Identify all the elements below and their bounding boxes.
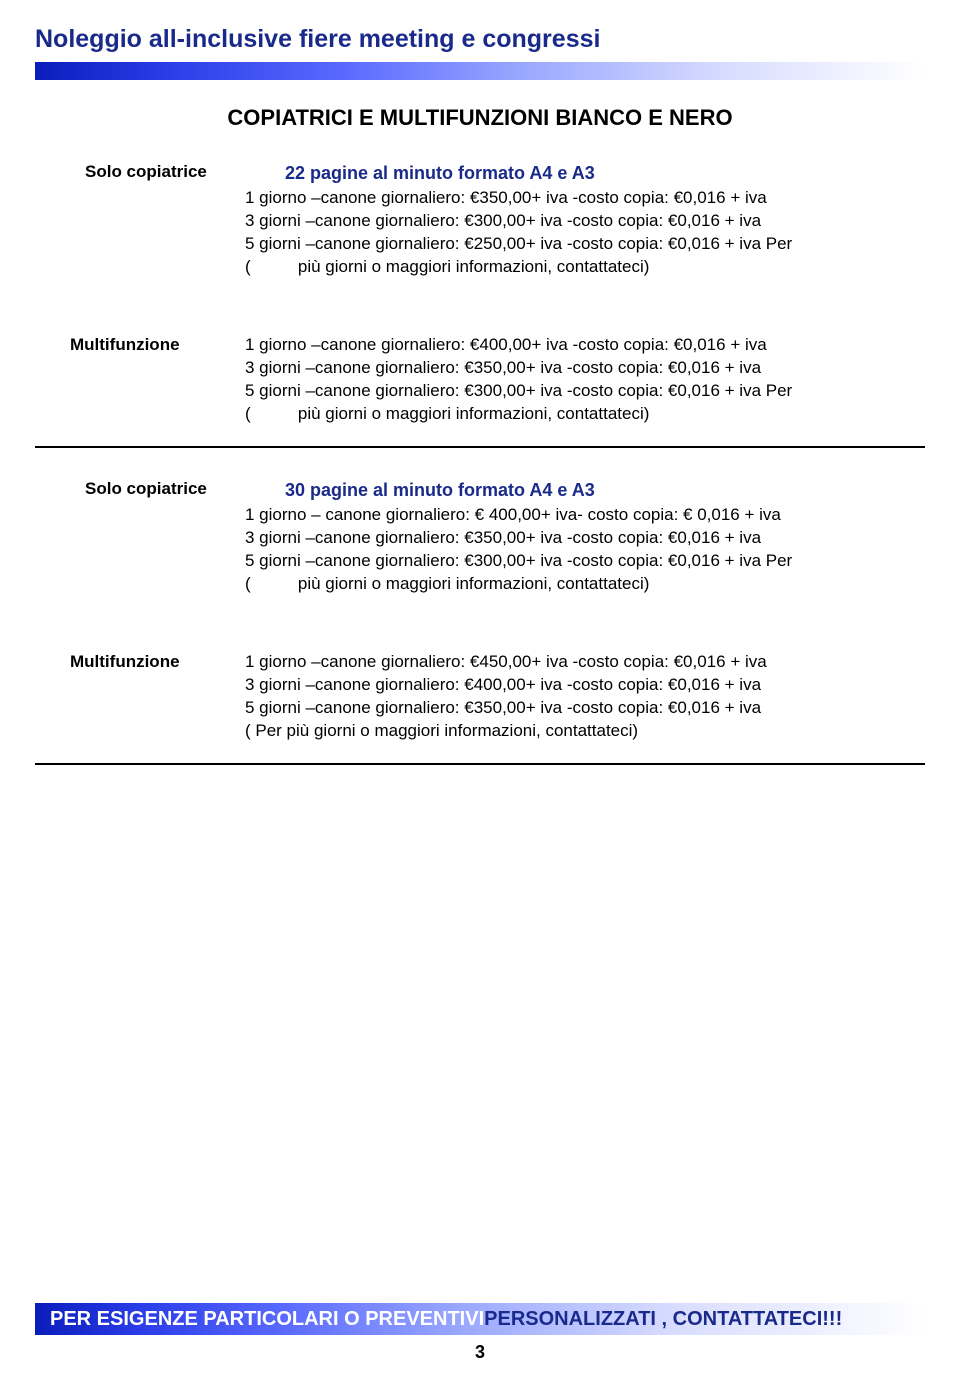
- footer-text-blue: PERSONALIZZATI , CONTATTATECI!!!: [484, 1308, 842, 1331]
- price-line: 1 giorno – canone giornaliero: € 400,00+…: [245, 504, 925, 527]
- page-title: Noleggio all-inclusive fiere meeting e c…: [35, 25, 925, 54]
- price-line: ( Per più giorni o maggiori informazioni…: [245, 720, 925, 743]
- footer-gradient-bar: PER ESIGENZE PARTICOLARI O PREVENTIVI PE…: [35, 1303, 925, 1335]
- price-line: ( più giorni o maggiori informazioni, co…: [245, 256, 925, 279]
- price-block-22-multifunzione: Multifunzione 1 giorno –canone giornalie…: [35, 334, 925, 426]
- price-line: 5 giorni –canone giornaliero: €350,00+ i…: [245, 697, 925, 720]
- price-line: 3 giorni –canone giornaliero: €300,00+ i…: [245, 210, 925, 233]
- format-heading: 22 pagine al minuto formato A4 e A3: [285, 161, 925, 185]
- price-line: 1 giorno –canone giornaliero: €350,00+ i…: [245, 187, 925, 210]
- price-line: 3 giorni –canone giornaliero: €400,00+ i…: [245, 674, 925, 697]
- price-block-30-copiatrice: Solo copiatrice 30 pagine al minuto form…: [35, 478, 925, 596]
- price-line: 5 giorni –canone giornaliero: €300,00+ i…: [245, 380, 925, 403]
- price-line: 5 giorni –canone giornaliero: €300,00+ i…: [245, 550, 925, 573]
- block-label: Multifunzione: [35, 651, 245, 743]
- section-divider: [35, 763, 925, 765]
- format-heading: 30 pagine al minuto formato A4 e A3: [285, 478, 925, 502]
- price-line: 3 giorni –canone giornaliero: €350,00+ i…: [245, 357, 925, 380]
- footer-text-white: PER ESIGENZE PARTICOLARI O PREVENTIVI: [50, 1308, 484, 1331]
- price-line: 1 giorno –canone giornaliero: €400,00+ i…: [245, 334, 925, 357]
- price-line: 5 giorni –canone giornaliero: €250,00+ i…: [245, 233, 925, 256]
- price-block-30-multifunzione: Multifunzione 1 giorno –canone giornalie…: [35, 651, 925, 743]
- price-block-22-copiatrice: Solo copiatrice 22 pagine al minuto form…: [35, 161, 925, 279]
- block-label: Solo copiatrice: [35, 161, 245, 279]
- section-divider: [35, 446, 925, 448]
- block-label: Multifunzione: [35, 334, 245, 426]
- price-line: ( più giorni o maggiori informazioni, co…: [245, 403, 925, 426]
- title-gradient-bar: [35, 62, 925, 80]
- price-line: ( più giorni o maggiori informazioni, co…: [245, 573, 925, 596]
- block-label: Solo copiatrice: [35, 478, 245, 596]
- footer-bar-wrap: PER ESIGENZE PARTICOLARI O PREVENTIVI PE…: [35, 1303, 925, 1335]
- price-line: 1 giorno –canone giornaliero: €450,00+ i…: [245, 651, 925, 674]
- price-line: 3 giorni –canone giornaliero: €350,00+ i…: [245, 527, 925, 550]
- section-heading: COPIATRICI E MULTIFUNZIONI BIANCO E NERO: [35, 105, 925, 131]
- page-number: 3: [0, 1342, 960, 1363]
